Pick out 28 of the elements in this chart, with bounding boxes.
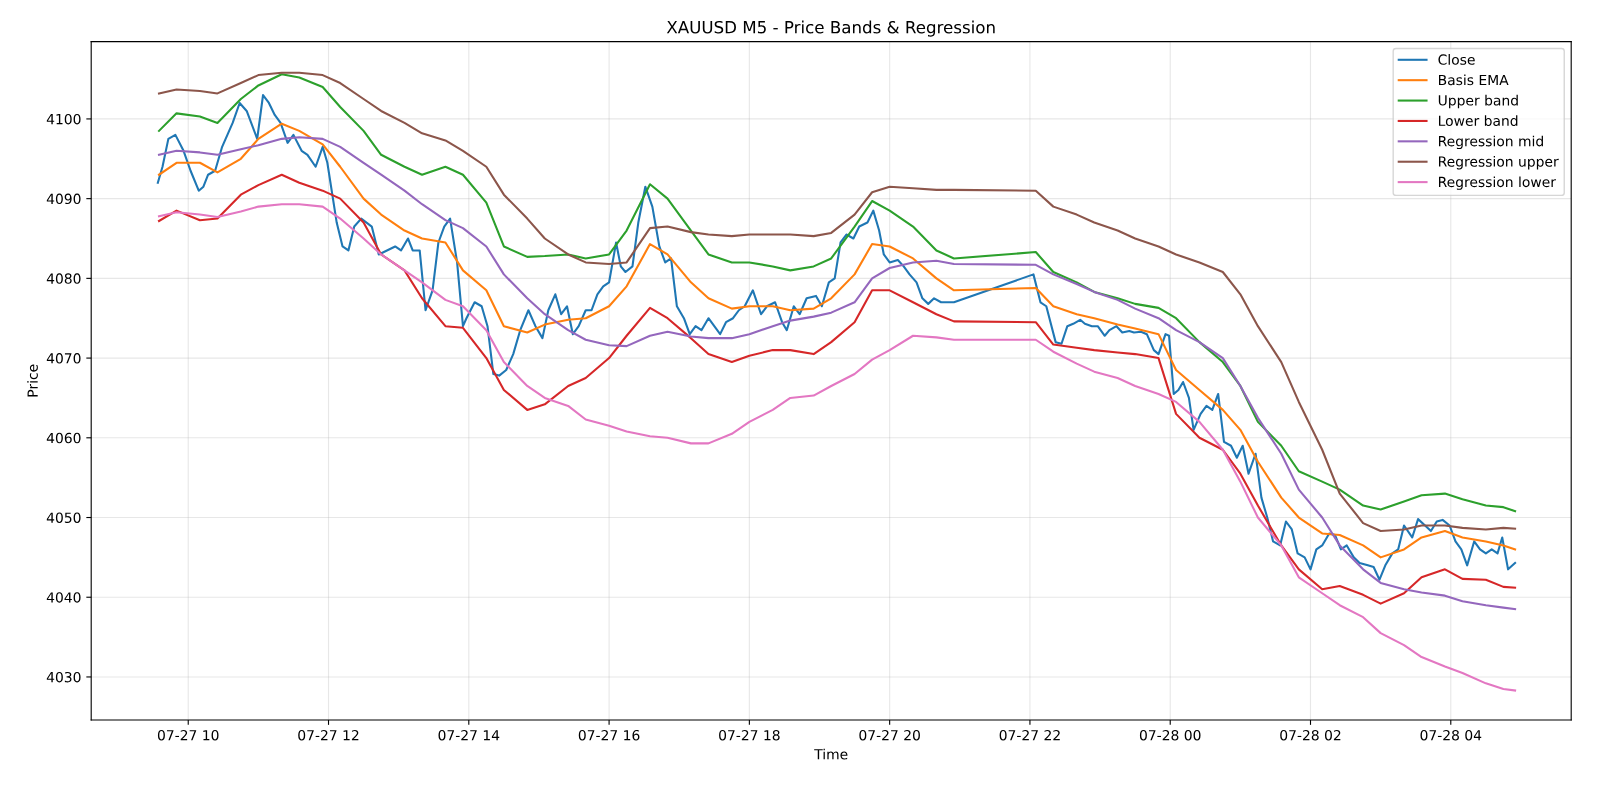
x-tick-label: 07-27 14	[438, 729, 500, 741]
y-tick-label: 4030	[46, 671, 81, 683]
y-axis-title: Price	[27, 364, 38, 397]
y-tick-label: 4070	[46, 353, 81, 364]
x-tick-label: 07-27 18	[719, 729, 780, 741]
x-tick-label: 07-27 20	[859, 729, 920, 741]
y-tick-label: 4080	[46, 273, 81, 284]
legend-label: Upper band	[1438, 94, 1518, 109]
chart-title: XAUUSD M5 - Price Bands & Regression	[666, 20, 995, 37]
y-tick-label: 4040	[46, 592, 81, 603]
y-tick-label: 4050	[46, 512, 81, 523]
x-tick-label: 07-27 12	[298, 729, 359, 741]
legend-label: Regression upper	[1438, 156, 1559, 170]
legend-label: Regression mid	[1438, 135, 1543, 150]
legend-label: Regression lower	[1438, 176, 1556, 190]
x-tick-label: 07-28 02	[1280, 729, 1341, 741]
y-tick-label: 4090	[46, 193, 81, 205]
x-tick-label: 07-27 16	[578, 729, 640, 741]
x-axis-title: Time	[814, 748, 848, 760]
x-tick-label: 07-27 10	[157, 729, 219, 741]
y-tick-label: 4060	[46, 432, 81, 444]
x-tick-label: 07-28 00	[1139, 729, 1201, 741]
y-tick-label: 4100	[46, 113, 81, 125]
x-tick-label: 07-27 22	[999, 729, 1060, 741]
legend-label: Lower band	[1438, 115, 1518, 127]
legend-label: Basis EMA	[1438, 74, 1509, 86]
legend-label: Close	[1438, 54, 1475, 65]
x-tick-label: 07-28 04	[1420, 729, 1482, 741]
